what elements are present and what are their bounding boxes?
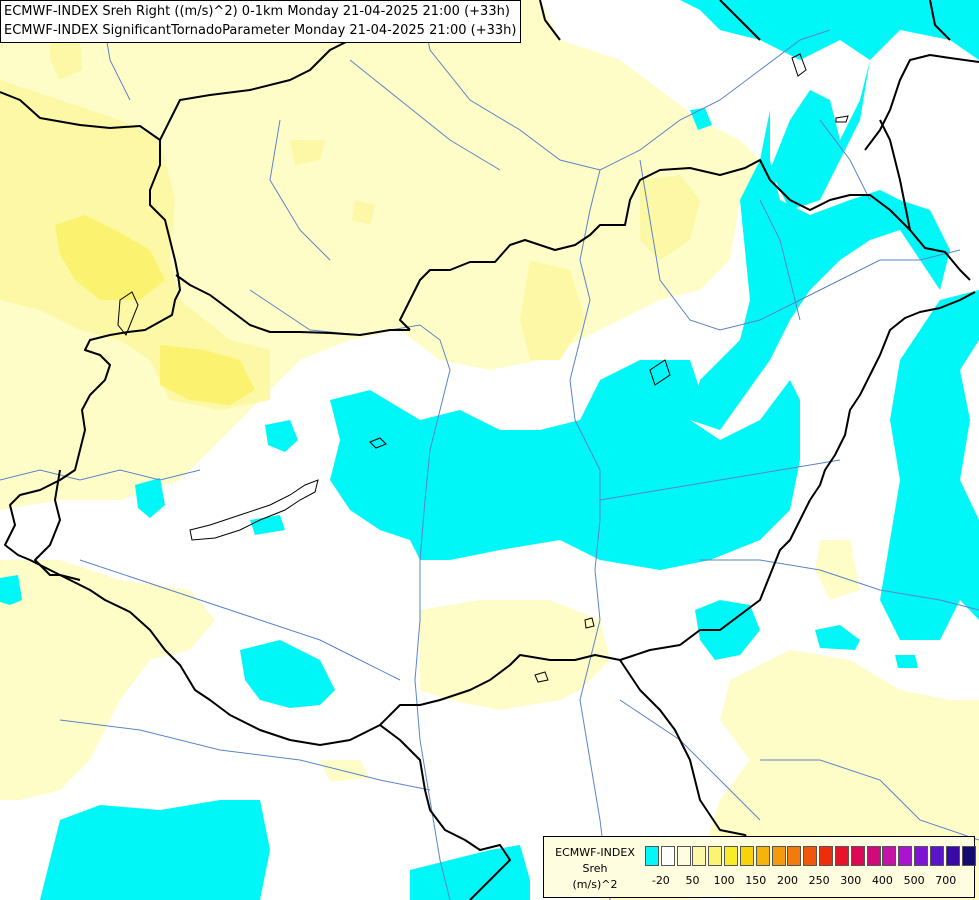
legend-swatch (676, 846, 691, 866)
legend-tick: 50 (685, 874, 700, 887)
color-legend: ECMWF-INDEX Sreh (m/s)^2 -20 50 100 150 200 2… (543, 836, 977, 898)
legend-tick: 300 (840, 874, 862, 887)
legend-swatch (914, 846, 929, 866)
legend-swatch (724, 846, 739, 866)
legend-swatch (692, 846, 707, 866)
legend-swatch (850, 846, 865, 866)
legend-tick: 700 (935, 874, 957, 887)
legend-swatch (787, 846, 802, 866)
legend-label-variable: Sreh (582, 862, 608, 875)
legend-swatch (819, 846, 834, 866)
legend-ticks: -20 50 100 150 200 250 300 400 500 700 (645, 874, 965, 890)
legend-swatch (834, 846, 849, 866)
legend-swatch (645, 846, 659, 866)
legend-swatch (961, 846, 976, 866)
legend-swatch (739, 846, 754, 866)
legend-swatch (708, 846, 723, 866)
title-line-sreh: ECMWF-INDEX Sreh Right ((m/s)^2) 0-1km M… (4, 4, 510, 19)
legend-swatch (929, 846, 944, 866)
legend-swatches (645, 846, 977, 866)
legend-label-unit: (m/s)^2 (572, 878, 618, 891)
legend-swatch (945, 846, 960, 866)
legend-tick: 400 (871, 874, 893, 887)
legend-swatch (660, 846, 675, 866)
legend-tick: 150 (745, 874, 767, 887)
legend-swatch (755, 846, 770, 866)
legend-swatch (898, 846, 913, 866)
legend-label-source: ECMWF-INDEX (555, 846, 635, 859)
legend-swatch (866, 846, 881, 866)
legend-tick: 200 (776, 874, 798, 887)
map-title-box: ECMWF-INDEX Sreh Right ((m/s)^2) 0-1km M… (0, 0, 522, 43)
legend-tick: -20 (651, 874, 670, 887)
legend-tick: 100 (713, 874, 735, 887)
lakes (117, 53, 849, 683)
legend-label: ECMWF-INDEX Sreh (m/s)^2 (548, 845, 642, 893)
legend-swatch (803, 846, 818, 866)
sreh-150-200-regions (55, 215, 255, 405)
title-line-stp: ECMWF-INDEX SignificantTornadoParameter … (4, 23, 517, 38)
legend-swatch (882, 846, 897, 866)
legend-tick: 250 (808, 874, 830, 887)
legend-swatch (771, 846, 786, 866)
legend-tick: 500 (903, 874, 925, 887)
